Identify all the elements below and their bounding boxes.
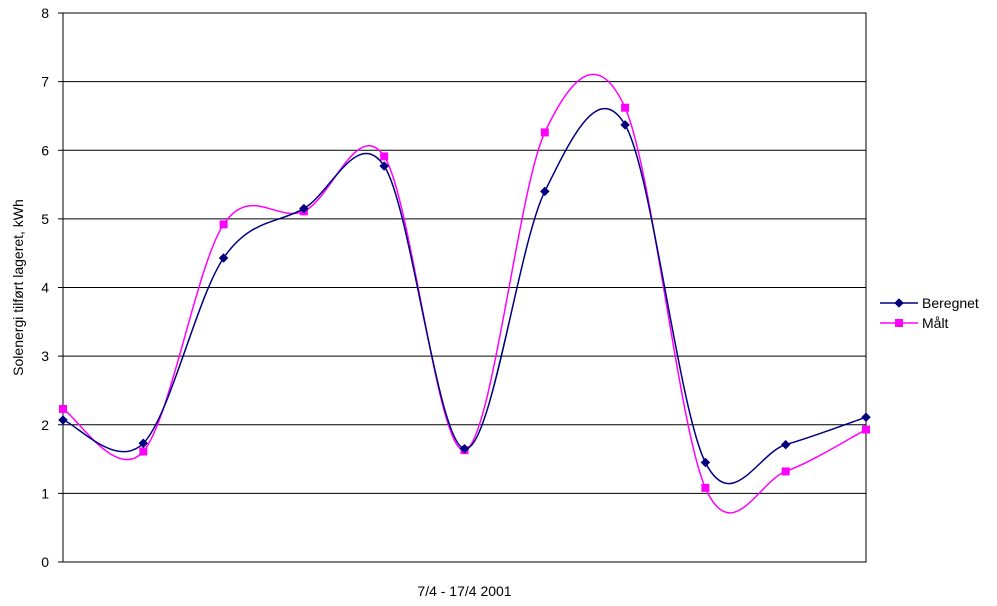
data-point [700,457,711,468]
legend-marker [895,319,903,327]
y-tick-label: 3 [41,348,49,364]
data-point [701,483,710,492]
y-tick-label: 7 [41,74,49,90]
data-point [620,120,630,130]
data-point [781,467,790,476]
data-point [138,438,149,449]
data-point [218,253,229,263]
data-point [219,220,228,229]
y-axis-label: Solenergi tilført lageret, kWh [10,199,26,376]
series-group [58,73,871,514]
data-point [621,103,630,112]
series-beregnet [58,108,871,485]
y-axis: 0 1 2 3 4 5 6 7 8 [41,5,63,570]
data-point [59,404,67,413]
y-tick-label: 1 [41,485,49,501]
legend-item: Målt [880,315,949,331]
y-tick-label: 2 [41,417,49,433]
legend-item: Beregnet [880,295,979,311]
data-point [780,439,791,450]
data-point [380,152,389,161]
legend-label: Beregnet [922,295,979,311]
y-tick-label: 0 [41,554,49,570]
x-axis-label: 7/4 - 17/4 2001 [417,583,511,599]
data-point [58,415,68,425]
data-point [139,447,148,456]
legend-marker [894,298,904,308]
data-point [861,412,871,423]
data-point [540,128,549,137]
y-tick-label: 5 [41,211,49,227]
legend-label: Målt [922,315,949,331]
y-tick-label: 6 [41,142,49,158]
data-point [379,161,390,171]
y-tick-label: 4 [41,280,49,296]
data-point [862,425,870,434]
y-tick-label: 8 [41,5,49,21]
data-point [539,186,550,197]
gridlines [63,81,866,494]
data-point [299,203,309,214]
series-line [62,108,867,485]
data-point [459,443,470,454]
legend: Beregnet Målt [880,295,979,331]
